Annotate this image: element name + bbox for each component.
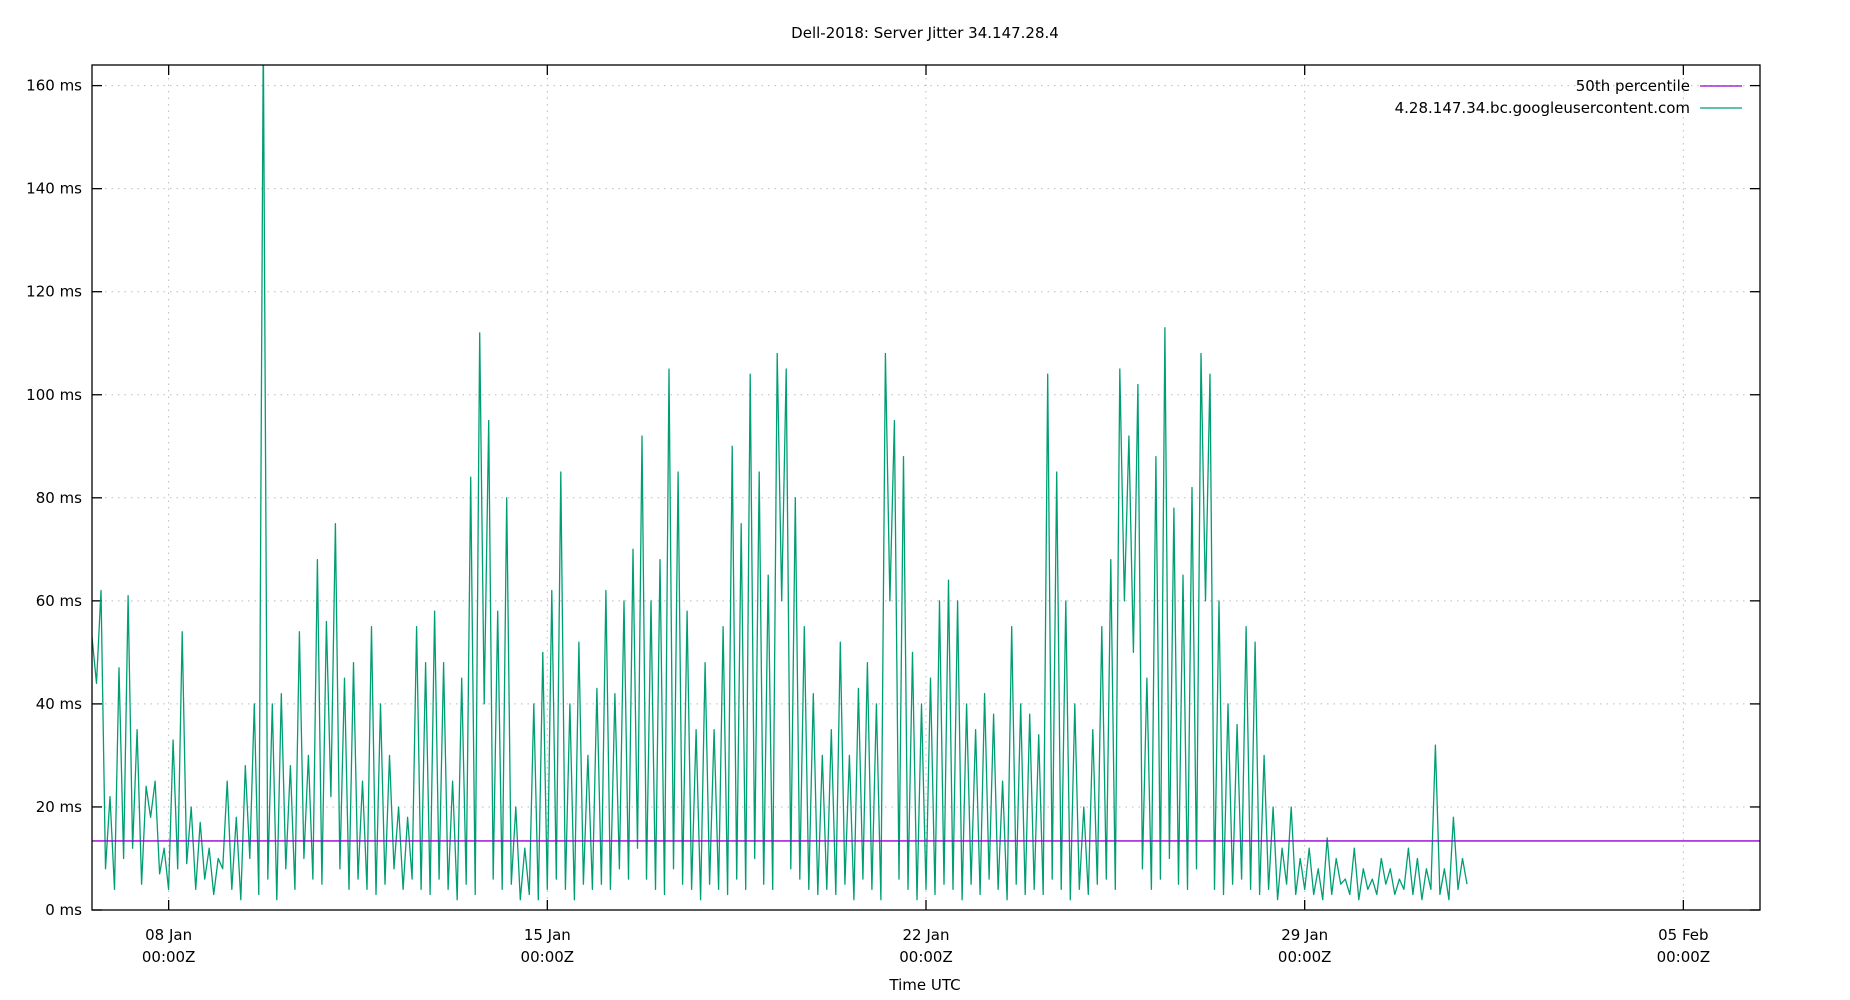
y-axis: 0 ms 20 ms 40 ms 60 ms 80 ms 100 ms 120 ms 140 … bbox=[26, 77, 1760, 919]
y-tick-label: 80 ms bbox=[36, 489, 82, 507]
y-tick-label: 160 ms bbox=[26, 77, 82, 95]
legend: 50th percentile 4.28.147.34.bc.googleuse… bbox=[1395, 77, 1742, 117]
x-axis: 08 Jan 00:00Z 15 Jan 00:00Z 22 Jan 00:00Z 29 J… bbox=[142, 65, 1710, 966]
x-axis-label: Time UTC bbox=[888, 976, 960, 994]
x-tick-label-time: 00:00Z bbox=[142, 948, 196, 966]
chart-title: Dell-2018: Server Jitter 34.147.28.4 bbox=[791, 24, 1059, 42]
x-tick-label-date: 29 Jan bbox=[1281, 926, 1328, 944]
x-tick-label-time: 00:00Z bbox=[1657, 948, 1711, 966]
y-tick-label: 20 ms bbox=[36, 798, 82, 816]
x-tick-label-date: 15 Jan bbox=[524, 926, 571, 944]
x-tick-label-date: 22 Jan bbox=[903, 926, 950, 944]
y-tick-label: 100 ms bbox=[26, 386, 82, 404]
grid-lines bbox=[92, 65, 1760, 910]
x-tick-label-date: 05 Feb bbox=[1658, 926, 1708, 944]
legend-label-median: 50th percentile bbox=[1576, 77, 1690, 95]
series-line-host bbox=[92, 65, 1468, 901]
plot-border bbox=[91, 64, 1761, 911]
x-tick-label-date: 08 Jan bbox=[145, 926, 192, 944]
x-tick-label-time: 00:00Z bbox=[521, 948, 575, 966]
y-tick-label: 120 ms bbox=[26, 283, 82, 301]
legend-label-host: 4.28.147.34.bc.googleusercontent.com bbox=[1395, 99, 1690, 117]
y-tick-label: 40 ms bbox=[36, 695, 82, 713]
x-tick-label-time: 00:00Z bbox=[899, 948, 953, 966]
plot-area bbox=[92, 65, 1760, 901]
y-tick-label: 140 ms bbox=[26, 180, 82, 198]
y-tick-label: 60 ms bbox=[36, 592, 82, 610]
y-tick-label: 0 ms bbox=[45, 901, 82, 919]
x-tick-label-time: 00:00Z bbox=[1278, 948, 1332, 966]
